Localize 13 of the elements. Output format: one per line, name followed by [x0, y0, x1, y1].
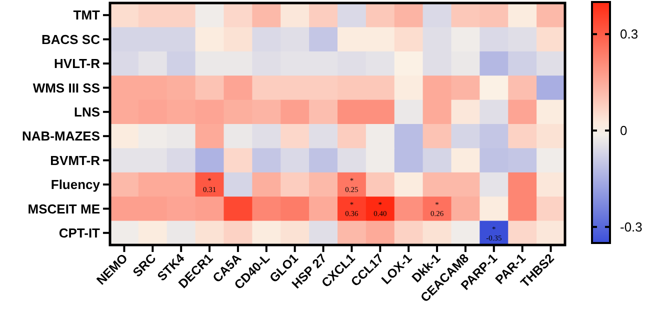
y-tick-label: WMS III SS: [32, 80, 100, 96]
y-tick-label: BACS SC: [41, 32, 101, 47]
y-tick-label: MSCEIT ME: [28, 201, 100, 216]
y-tick-label: BVMT-R: [50, 152, 101, 168]
y-tick-label: HVLT-R: [54, 56, 101, 72]
y-tick-label: CPT-IT: [58, 225, 100, 240]
color-bar-label: 0: [620, 123, 628, 138]
y-tick-label: TMT: [73, 8, 100, 23]
y-tick-label: NAB-MAZES: [22, 128, 100, 144]
y-tick-label: LNS: [74, 104, 100, 120]
y-tick-label: Fluency: [50, 177, 101, 192]
color-bar-label: -0.3: [620, 219, 642, 234]
color-bar-label: 0.3: [620, 26, 638, 42]
